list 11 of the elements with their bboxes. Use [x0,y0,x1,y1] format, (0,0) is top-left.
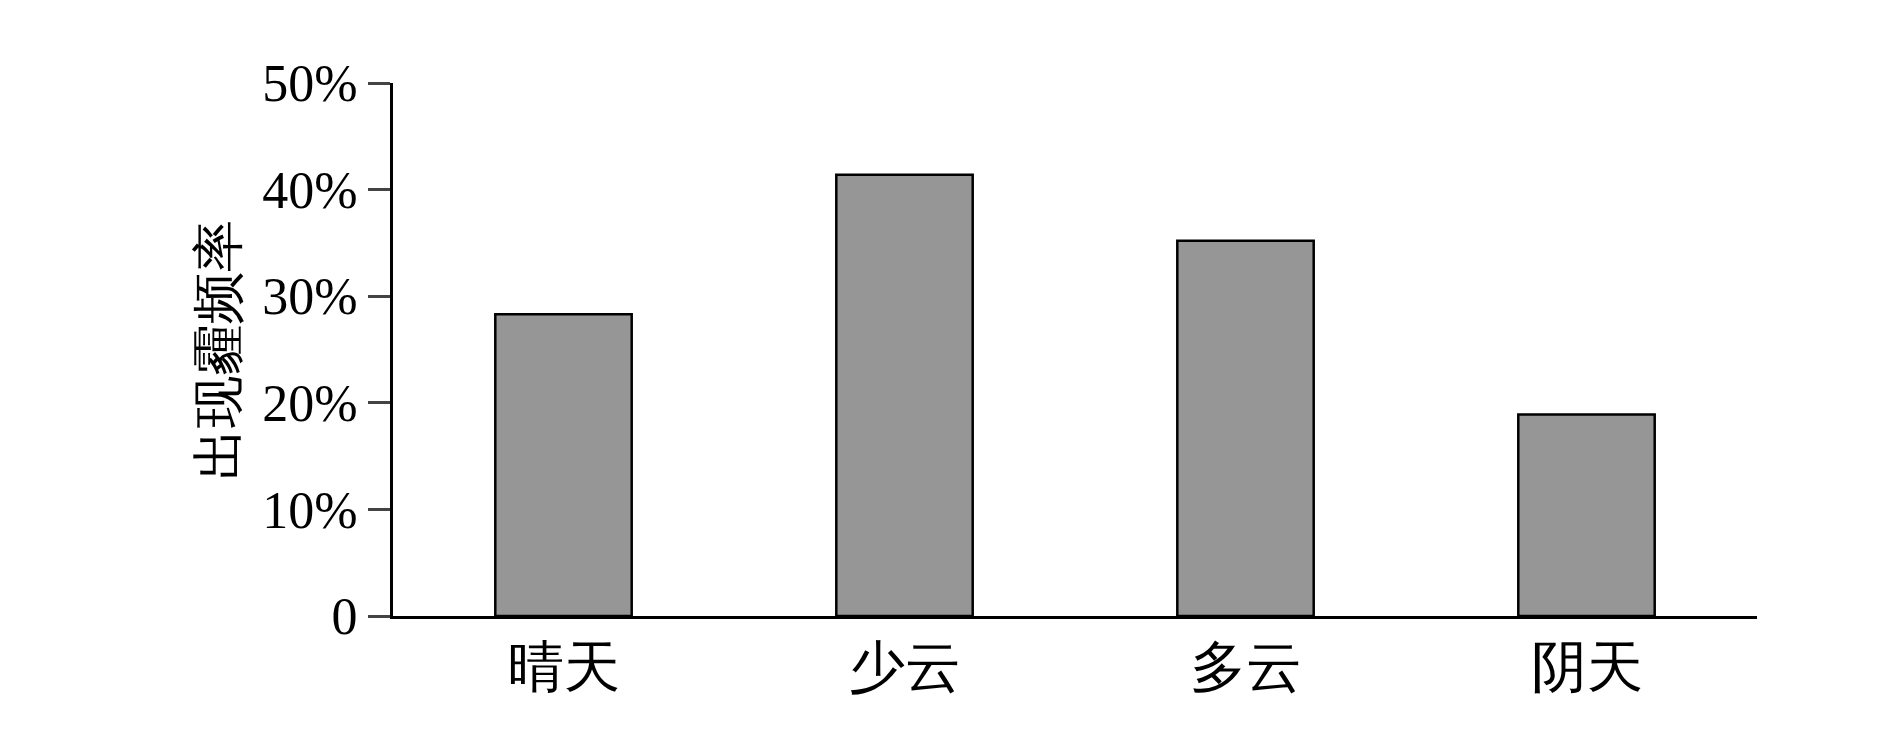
y-tick-label: 0 [331,588,358,646]
x-tick-label: 多云 [1189,636,1302,699]
x-tick-label: 晴天 [507,636,620,699]
y-tick-label: 20% [262,375,358,432]
y-tick-label: 50% [262,55,358,113]
x-tick-label: 阴天 [1530,636,1643,699]
y-tick-label: 40% [262,161,358,219]
y-axis-title: 出现霾频率 [189,219,247,480]
y-tick-label: 10% [262,481,358,539]
x-tick-label: 少云 [848,636,961,699]
y-tick-label: 30% [262,268,358,326]
